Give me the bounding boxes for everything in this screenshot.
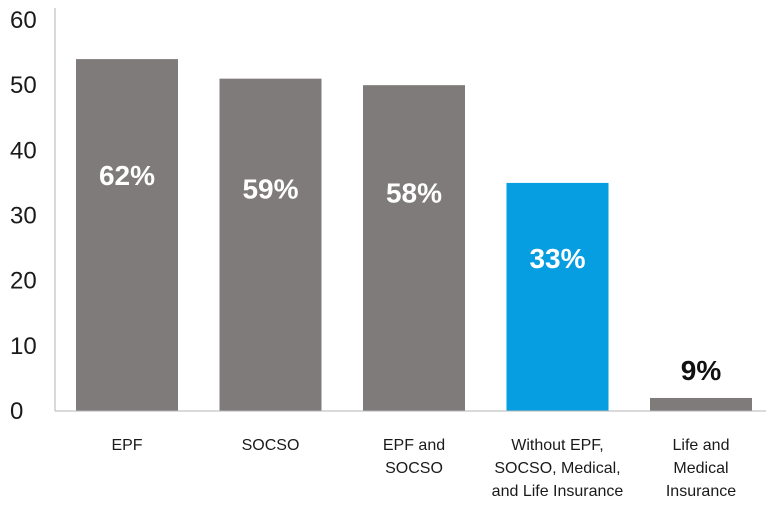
- x-tick-label-line: EPF and: [383, 437, 445, 454]
- y-tick-label: 50: [10, 72, 37, 99]
- x-tick-label-line: and Life Insurance: [492, 483, 624, 500]
- x-tick-label-line: Insurance: [666, 483, 736, 500]
- x-tick-label-line: Life and: [673, 437, 730, 454]
- bars: 62% 59% 58% 33% 9%: [76, 59, 752, 412]
- y-tick-label: 0: [10, 398, 23, 425]
- bar: [76, 59, 178, 411]
- x-tick-label: EPF and SOCSO: [383, 437, 445, 477]
- x-axis: EPF SOCSO EPF and SOCSO Without EPF, SOCSO, M…: [55, 410, 766, 500]
- y-tick-label: 30: [10, 203, 37, 230]
- data-label: 33%: [529, 243, 585, 274]
- data-label: 58%: [386, 178, 442, 209]
- x-tick-label: SOCSO: [242, 437, 300, 454]
- y-tick-label: 20: [10, 268, 37, 295]
- x-tick-label: Life and Medical Insurance: [666, 437, 736, 500]
- x-tick-label: Without EPF, SOCSO, Medical, and Life Insu…: [492, 437, 624, 500]
- x-tick-label-line: SOCSO: [385, 460, 443, 477]
- bar: [650, 397, 752, 411]
- y-tick-label: 60: [10, 7, 37, 34]
- x-tick-label-line: SOCSO, Medical,: [494, 460, 620, 477]
- y-tick-label: 40: [10, 137, 37, 164]
- x-tick-label-line: Medical: [673, 460, 728, 477]
- x-tick-label: EPF: [111, 437, 142, 454]
- y-axis: 0 10 20 30 40 50 60: [10, 7, 56, 425]
- data-label: 59%: [242, 173, 298, 204]
- x-tick-label-line: SOCSO: [242, 437, 300, 454]
- x-tick-label-line: EPF: [111, 437, 142, 454]
- y-tick-label: 10: [10, 333, 37, 360]
- data-label: 62%: [99, 160, 155, 191]
- x-tick-label-line: Without EPF,: [511, 437, 603, 454]
- data-label: 9%: [681, 355, 722, 386]
- bar: [219, 78, 322, 412]
- bar: [506, 182, 609, 411]
- bar: [363, 85, 465, 412]
